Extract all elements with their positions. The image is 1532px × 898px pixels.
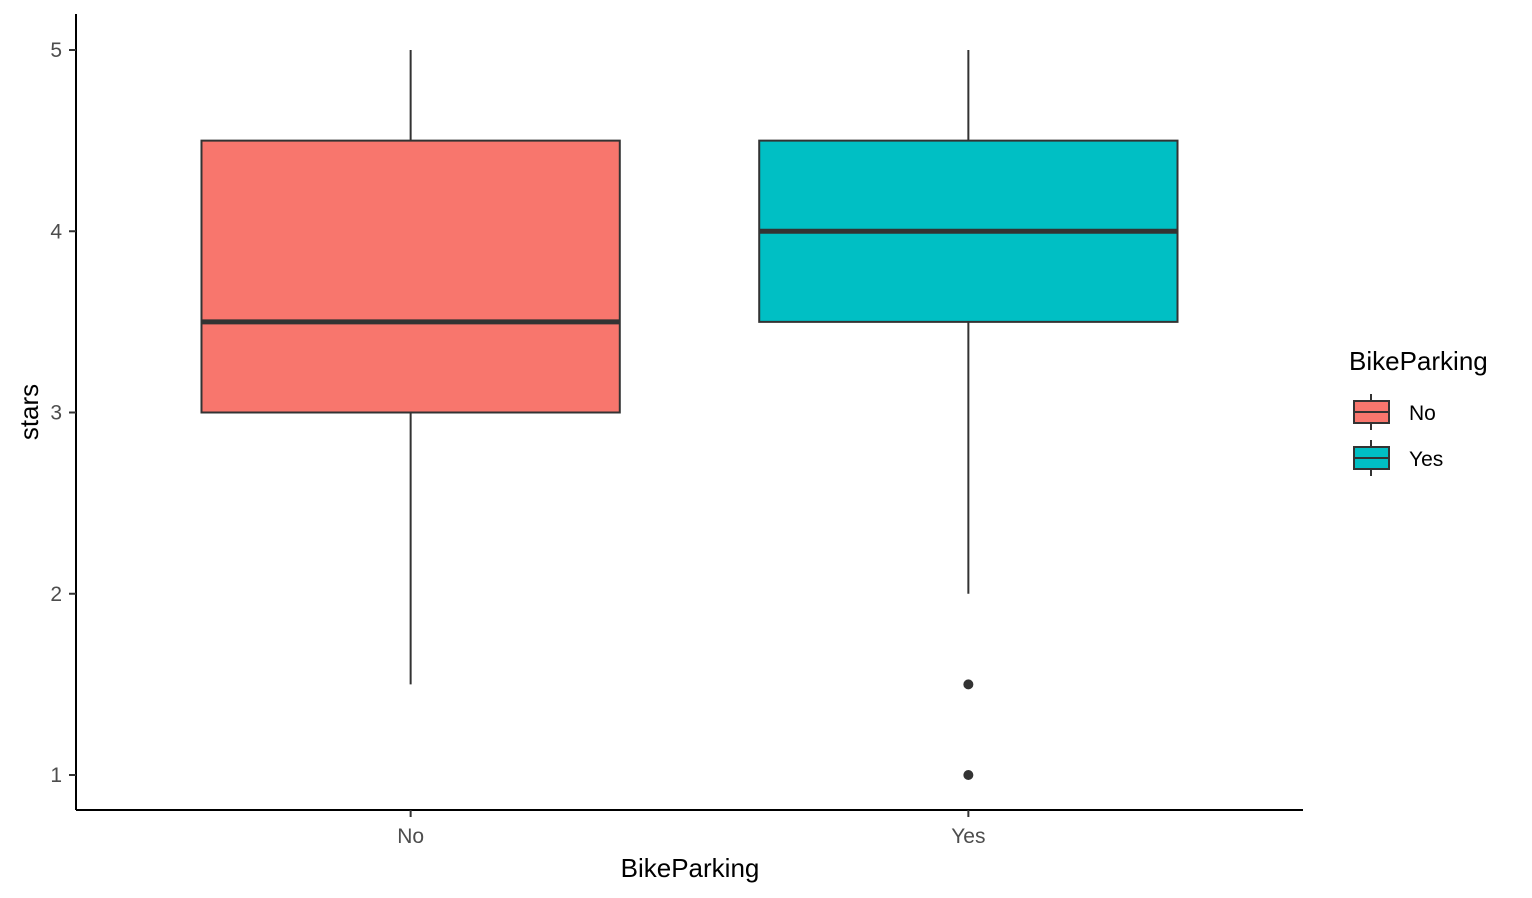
- x-tick-label: Yes: [951, 825, 985, 848]
- x-axis-ticks: No Yes: [397, 810, 985, 848]
- x-axis-title: BikeParking: [621, 853, 760, 883]
- legend: BikeParking No Yes: [1349, 346, 1488, 476]
- outlier-point: [963, 679, 974, 690]
- y-tick-label: 4: [50, 220, 62, 243]
- y-axis-ticks: 1 2 3 4 5: [50, 39, 76, 787]
- outlier-point: [963, 770, 974, 780]
- legend-title: BikeParking: [1349, 346, 1488, 376]
- y-tick-label: 3: [50, 402, 62, 425]
- legend-item-no: No: [1353, 394, 1436, 430]
- legend-item-yes: Yes: [1353, 440, 1443, 476]
- box-rect: [200, 139, 621, 414]
- y-tick-label: 1: [50, 764, 62, 787]
- legend-label: No: [1409, 402, 1436, 425]
- box-yes: [758, 50, 1179, 780]
- box-no: [200, 50, 621, 685]
- legend-label: Yes: [1409, 448, 1443, 471]
- y-tick-label: 2: [50, 583, 62, 606]
- plot-area: [200, 50, 1179, 780]
- y-tick-label: 5: [50, 39, 62, 62]
- y-axis-title: stars: [14, 384, 44, 440]
- x-tick-label: No: [397, 825, 424, 848]
